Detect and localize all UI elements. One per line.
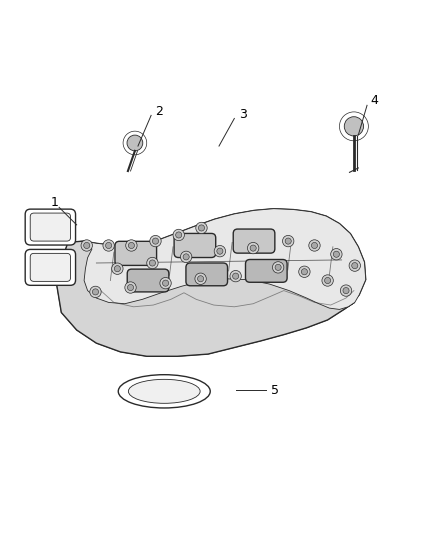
Circle shape	[114, 265, 120, 272]
Circle shape	[250, 245, 256, 251]
Circle shape	[81, 240, 92, 251]
Circle shape	[162, 280, 169, 286]
Text: 1: 1	[50, 197, 58, 209]
Circle shape	[176, 232, 182, 238]
Circle shape	[299, 266, 310, 278]
Circle shape	[127, 285, 134, 290]
Circle shape	[180, 251, 192, 263]
FancyBboxPatch shape	[25, 249, 75, 285]
Circle shape	[275, 264, 281, 270]
Circle shape	[150, 236, 161, 247]
FancyBboxPatch shape	[174, 233, 216, 257]
Polygon shape	[57, 241, 109, 330]
Text: 3: 3	[239, 108, 247, 120]
Circle shape	[333, 251, 339, 257]
Ellipse shape	[118, 375, 210, 408]
Circle shape	[283, 236, 294, 247]
Circle shape	[340, 285, 352, 296]
FancyBboxPatch shape	[115, 241, 157, 265]
Text: 5: 5	[271, 384, 279, 397]
FancyBboxPatch shape	[245, 260, 287, 282]
Circle shape	[125, 282, 136, 293]
Circle shape	[147, 257, 158, 269]
Circle shape	[214, 246, 226, 257]
Circle shape	[198, 276, 204, 282]
Text: 2: 2	[155, 104, 163, 117]
Text: 4: 4	[370, 94, 378, 108]
Circle shape	[103, 240, 114, 251]
Circle shape	[152, 238, 159, 244]
Circle shape	[149, 260, 155, 266]
Circle shape	[325, 278, 331, 284]
Circle shape	[272, 262, 284, 273]
Circle shape	[196, 222, 207, 233]
Circle shape	[309, 240, 320, 251]
Ellipse shape	[128, 379, 200, 403]
FancyBboxPatch shape	[30, 253, 71, 281]
Circle shape	[349, 260, 360, 271]
Circle shape	[230, 270, 241, 282]
FancyBboxPatch shape	[186, 263, 228, 286]
Circle shape	[331, 248, 342, 260]
Circle shape	[198, 225, 205, 231]
Circle shape	[301, 269, 307, 275]
Circle shape	[92, 289, 99, 295]
Circle shape	[343, 287, 349, 294]
FancyBboxPatch shape	[25, 209, 75, 245]
Polygon shape	[57, 209, 366, 356]
Polygon shape	[83, 209, 366, 310]
Circle shape	[128, 243, 134, 248]
Circle shape	[112, 263, 123, 274]
Circle shape	[195, 273, 206, 285]
Circle shape	[311, 243, 318, 248]
Circle shape	[233, 273, 239, 279]
FancyBboxPatch shape	[30, 213, 71, 241]
Circle shape	[322, 275, 333, 286]
Circle shape	[90, 286, 101, 297]
Circle shape	[247, 243, 259, 254]
Circle shape	[126, 240, 137, 251]
Circle shape	[352, 263, 358, 269]
Circle shape	[285, 238, 291, 244]
Circle shape	[173, 229, 184, 241]
Circle shape	[127, 135, 143, 151]
Circle shape	[106, 243, 112, 248]
Circle shape	[160, 278, 171, 289]
Circle shape	[344, 117, 364, 136]
Polygon shape	[77, 279, 355, 356]
Circle shape	[217, 248, 223, 254]
Circle shape	[84, 243, 90, 248]
FancyBboxPatch shape	[127, 269, 169, 292]
Circle shape	[183, 254, 189, 260]
FancyBboxPatch shape	[233, 229, 275, 253]
